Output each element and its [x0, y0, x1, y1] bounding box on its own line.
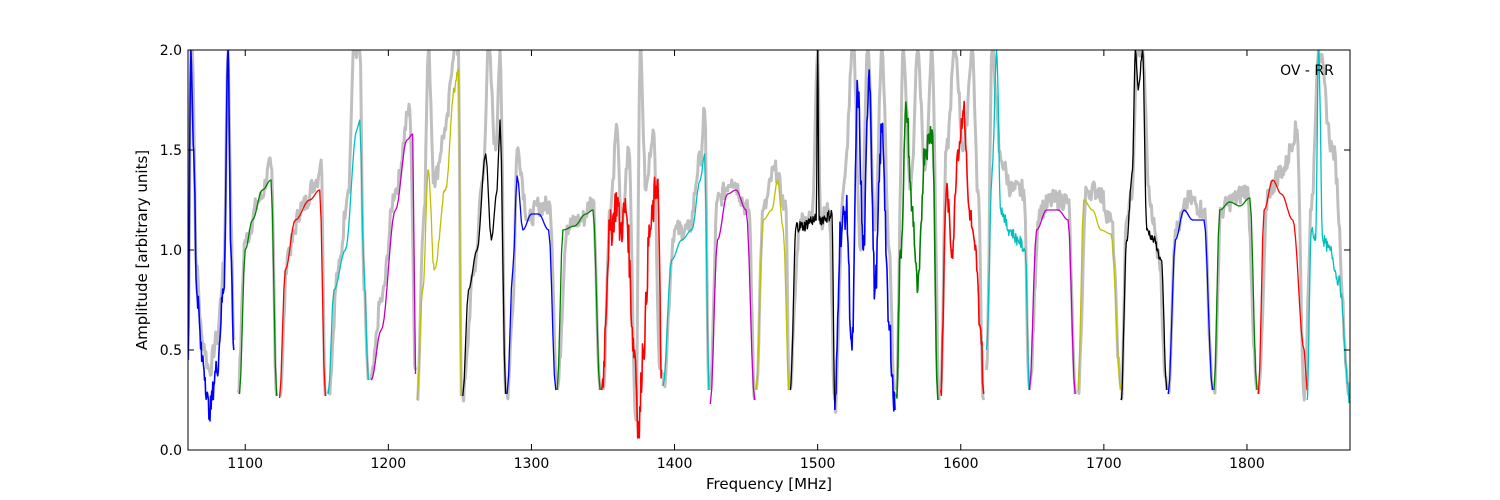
- envelope-trace-24: [1256, 50, 1350, 402]
- band-trace-3: [278, 189, 327, 399]
- band-trace-4: [327, 119, 369, 395]
- annotation-label: OV - RR: [1280, 63, 1334, 79]
- band-trace-7: [462, 119, 507, 397]
- envelope-trace-22: [1166, 189, 1215, 395]
- band-trace-19: [1028, 209, 1076, 395]
- band-trace-6: [416, 68, 462, 401]
- band-trace-15: [834, 69, 896, 412]
- axis-layer: 1100 1200 1300 1400 1500 1600 1700 1800 0.0 0.5 1.…: [160, 43, 1350, 472]
- y-tick-label: 0.5: [160, 343, 182, 359]
- band-trace-21: [1120, 50, 1168, 401]
- band-trace-13: [755, 179, 790, 391]
- x-tick-label: 1100: [227, 456, 263, 472]
- envelope-trace-19: [1027, 188, 1077, 395]
- band-trace-12: [709, 189, 756, 405]
- band-trace-8: [506, 175, 557, 395]
- x-tick-label: 1300: [514, 456, 550, 472]
- band-trace-14: [789, 50, 836, 411]
- band-trace-24: [1257, 179, 1308, 395]
- envelope-trace-4: [326, 50, 370, 396]
- y-tick-label: 2.0: [160, 43, 182, 59]
- x-tick-label: 1500: [800, 456, 836, 472]
- band-trace-25: [1306, 50, 1350, 404]
- envelope-trace-10: [601, 50, 662, 422]
- x-tick-label: 1600: [943, 456, 979, 472]
- x-tick-label: 1700: [1086, 456, 1122, 472]
- envelope-trace-9: [555, 196, 602, 391]
- envelope-trace-6: [416, 50, 463, 402]
- x-axis-label: Frequency [MHz]: [706, 475, 832, 493]
- band-trace-17: [939, 100, 985, 397]
- y-tick-label: 0.0: [160, 443, 182, 459]
- band-trace-16: [895, 101, 939, 401]
- band-trace-10: [600, 176, 663, 439]
- band-trace-23: [1213, 197, 1258, 391]
- series-layer: [188, 50, 1350, 439]
- envelope-trace-17: [939, 50, 986, 401]
- band-trace-20: [1077, 199, 1122, 391]
- envelope-trace-18: [985, 50, 1031, 391]
- band-trace-1: [188, 50, 235, 422]
- y-tick-label: 1.5: [160, 143, 182, 159]
- envelope-trace-12: [708, 178, 757, 401]
- band-trace-2: [238, 179, 278, 397]
- x-tick-label: 1200: [371, 456, 407, 472]
- band-trace-11: [662, 153, 710, 391]
- band-trace-22: [1167, 209, 1214, 395]
- band-trace-5: [370, 133, 417, 381]
- x-tick-label: 1800: [1229, 456, 1265, 472]
- envelope-trace-15: [833, 50, 897, 414]
- y-tick-label: 1.0: [160, 243, 182, 259]
- envelope-trace-14: [787, 50, 837, 401]
- band-trace-9: [556, 209, 601, 391]
- y-axis-label: Amplitude [arbitrary units]: [133, 150, 151, 350]
- x-tick-label: 1400: [657, 456, 693, 472]
- envelope-trace-3: [278, 158, 327, 398]
- band-trace-18: [985, 50, 1031, 391]
- envelope-trace-5: [369, 102, 417, 381]
